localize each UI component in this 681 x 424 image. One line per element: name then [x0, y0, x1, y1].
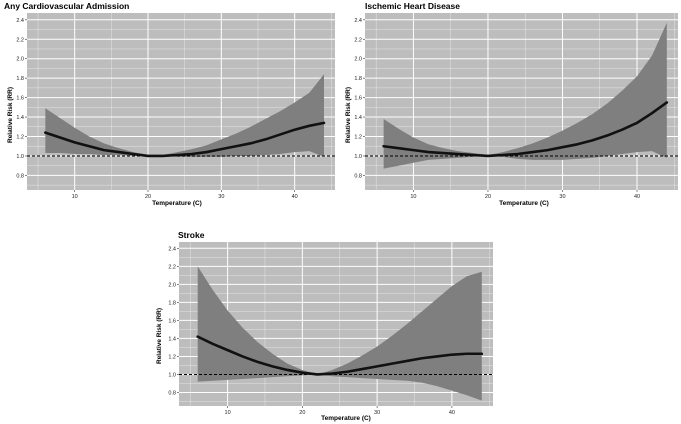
y-tick-label: 2.2	[354, 37, 362, 43]
y-tick-label: 2.0	[168, 282, 176, 288]
y-tick-label: 1.8	[354, 76, 362, 82]
x-tick-label: 30	[374, 410, 380, 416]
x-tick-label: 10	[225, 410, 231, 416]
y-tick-label: 2.4	[354, 18, 362, 24]
y-tick-label: 1.0	[354, 154, 362, 160]
y-tick-label: 1.0	[16, 154, 24, 160]
rr-line	[196, 335, 484, 376]
y-tick-label: 0.8	[16, 173, 24, 179]
y-tick-label: 1.6	[16, 96, 24, 102]
x-tick-label: 30	[559, 194, 565, 200]
y-tick-label: 0.8	[168, 390, 176, 396]
x-tick-label: 10	[410, 194, 416, 200]
chart-title: Ischemic Heart Disease	[365, 1, 460, 11]
rr-line	[44, 121, 326, 158]
rr-line	[382, 101, 669, 158]
x-tick-label: 40	[449, 410, 455, 416]
confidence-band	[383, 22, 667, 169]
y-tick-label: 1.2	[354, 135, 362, 141]
confidence-band	[45, 74, 324, 157]
x-tick-label: 30	[218, 194, 224, 200]
x-tick-label: 10	[72, 194, 78, 200]
chart-ischemic-heart-disease: Ischemic Heart Disease 10 20 30 40 0.8 1.0 1.2…	[345, 1, 678, 207]
y-tick-label: 1.2	[16, 135, 24, 141]
y-tick-label: 1.6	[168, 318, 176, 324]
chart-title: Any Cardiovascular Admission	[4, 1, 129, 11]
y-tick-label: 2.2	[16, 37, 24, 43]
x-tick-label: 20	[145, 194, 151, 200]
y-axis-label: Relative Risk (RR)	[156, 308, 163, 364]
x-axis-label: Temperature (C)	[499, 200, 549, 207]
y-tick-label: 1.2	[168, 354, 176, 360]
y-tick-label: 1.4	[16, 115, 24, 121]
y-axis-label: Relative Risk (RR)	[7, 87, 14, 143]
x-tick-label: 40	[292, 194, 298, 200]
x-axis-label: Temperature (C)	[152, 200, 202, 207]
y-tick-label: 0.8	[354, 173, 362, 179]
x-tick-label: 20	[485, 194, 491, 200]
confidence-band	[197, 266, 482, 401]
y-tick-label: 1.4	[354, 115, 362, 121]
x-tick-label: 20	[299, 410, 305, 416]
x-tick-label: 40	[634, 194, 640, 200]
plot-background	[27, 13, 335, 190]
y-axis-label: Relative Risk (RR)	[345, 87, 352, 143]
chart-any-cardiovascular: Any Cardiovascular Admission 10 20 30 40 0.8…	[4, 1, 335, 207]
y-tick-label: 1.8	[168, 300, 176, 306]
y-tick-label: 1.4	[168, 336, 176, 342]
x-axis-label: Temperature (C)	[321, 415, 371, 422]
y-tick-label: 1.0	[168, 372, 176, 378]
y-tick-label: 1.6	[354, 96, 362, 102]
y-tick-label: 2.4	[16, 18, 24, 24]
y-tick-label: 2.0	[16, 57, 24, 63]
y-tick-label: 2.4	[168, 246, 176, 252]
chart-stroke: Stroke 10 20 30 40 0.8 1.0 1.2 1.4 1.6 1.8 2.0 2.2 2…	[156, 230, 493, 422]
y-tick-label: 2.2	[168, 264, 176, 270]
y-tick-label: 1.8	[16, 76, 24, 82]
y-tick-label: 2.0	[354, 57, 362, 63]
chart-title: Stroke	[178, 230, 205, 240]
